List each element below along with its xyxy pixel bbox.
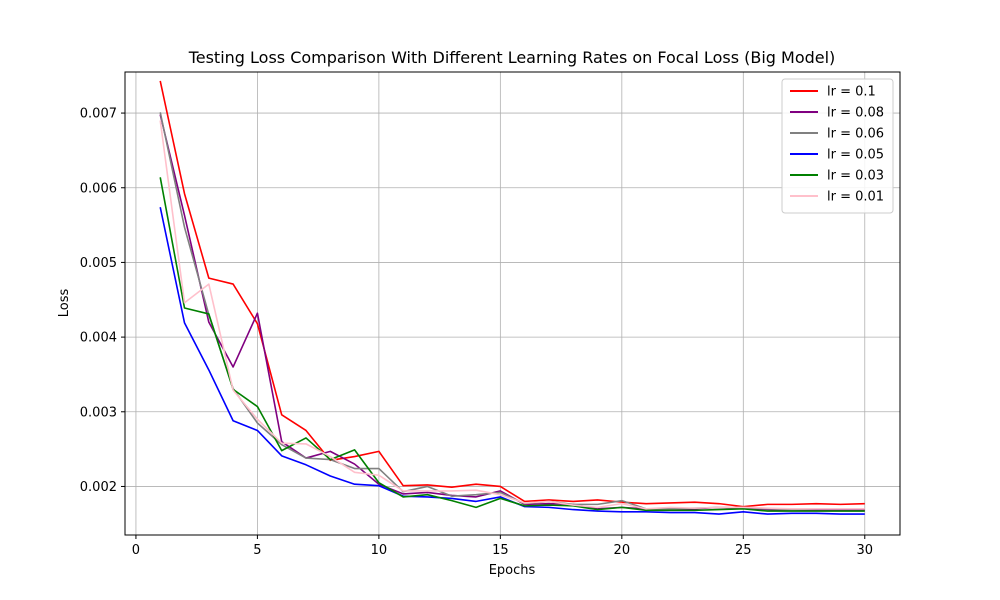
x-tick-label: 15 — [492, 543, 509, 558]
legend-item: lr = 0.1 — [790, 85, 876, 100]
legend-item: lr = 0.06 — [790, 127, 884, 142]
x-axis-label: Epochs — [489, 563, 536, 578]
legend: lr = 0.1 lr = 0.08 lr = 0.06 lr = 0.05 lr = … — [781, 78, 894, 214]
y-tick-label: 0.007 — [80, 107, 117, 122]
legend-label: lr = 0.08 — [827, 106, 884, 121]
series-layer — [159, 80, 865, 515]
x-tick-label: 25 — [735, 543, 752, 558]
x-tick-label: 10 — [371, 543, 388, 558]
plot-frame — [124, 71, 901, 536]
x-tick-label: 30 — [856, 543, 873, 558]
y-tick-label: 0.002 — [80, 480, 117, 495]
y-axis-label: Loss — [57, 289, 72, 318]
y-tick-label: 0.005 — [80, 256, 117, 271]
y-tick-label: 0.006 — [80, 181, 117, 196]
legend-label: lr = 0.06 — [827, 127, 884, 142]
legend-item: lr = 0.05 — [790, 148, 884, 163]
y-tick-label: 0.003 — [80, 405, 117, 420]
x-tick-label: 5 — [253, 543, 261, 558]
legend-label: lr = 0.1 — [827, 85, 876, 100]
y-tick-label: 0.004 — [80, 331, 117, 346]
legend-item: lr = 0.03 — [790, 169, 884, 184]
x-tick-label: 0 — [132, 543, 140, 558]
legend-label: lr = 0.01 — [827, 190, 884, 205]
series-line-0 — [159, 80, 865, 508]
x-ticks: 0 5 10 15 20 25 30 — [132, 535, 873, 558]
x-tick-label: 20 — [614, 543, 631, 558]
y-ticks: 0.002 0.003 0.004 0.005 0.006 0.007 — [80, 107, 125, 495]
legend-label: lr = 0.05 — [827, 148, 884, 163]
grid — [125, 72, 900, 535]
series-line-2 — [159, 112, 865, 511]
series-line-5 — [159, 120, 865, 510]
legend-item: lr = 0.01 — [790, 190, 884, 205]
series-line-1 — [159, 114, 865, 512]
legend-label: lr = 0.03 — [827, 169, 884, 184]
legend-item: lr = 0.08 — [790, 106, 884, 121]
series-line-4 — [159, 177, 865, 512]
chart-title: Testing Loss Comparison With Different L… — [188, 48, 836, 67]
